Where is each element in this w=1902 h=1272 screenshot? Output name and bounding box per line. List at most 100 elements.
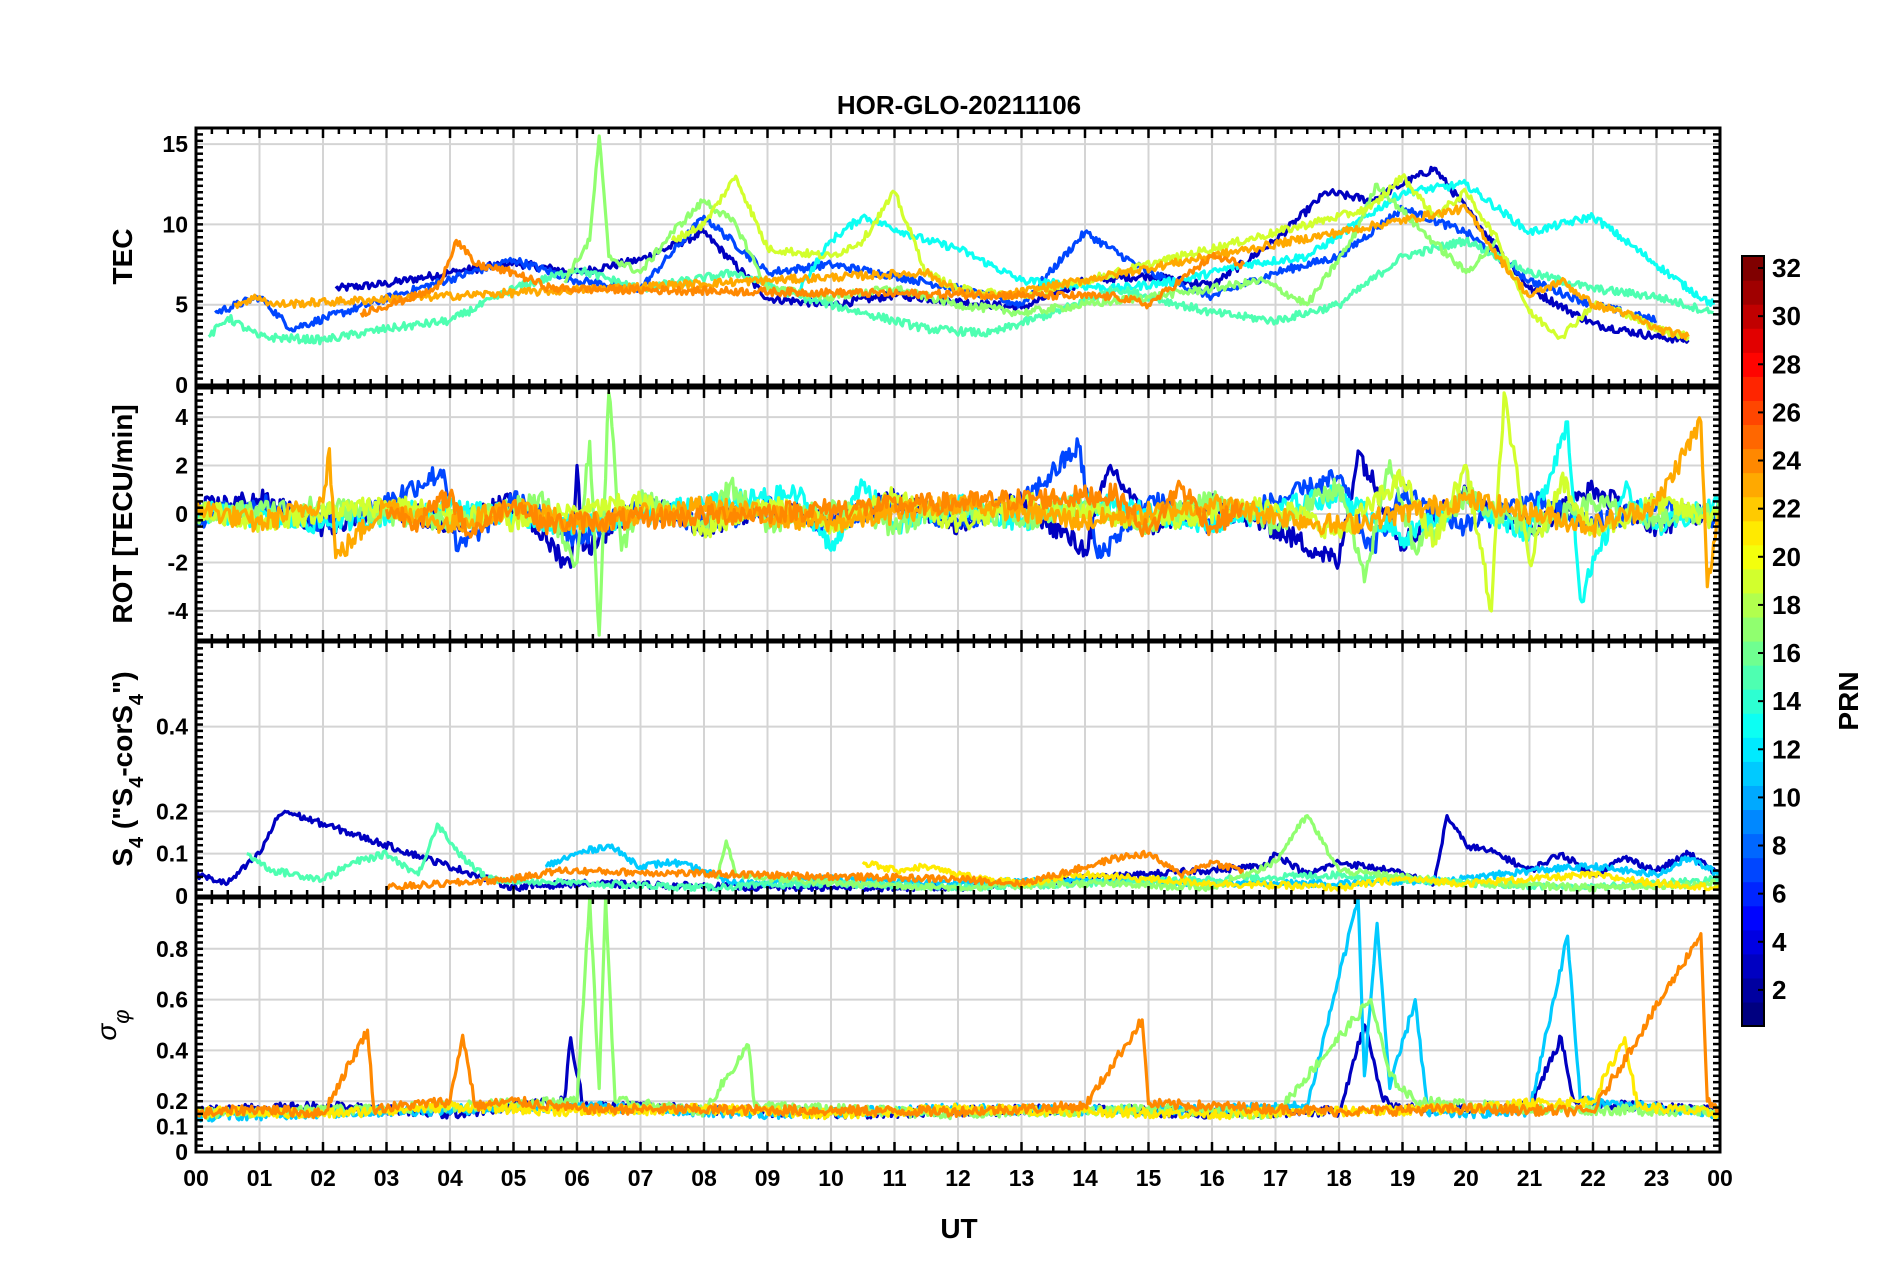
- colorbar-segment: [1742, 713, 1764, 738]
- colorbar-segment: [1742, 689, 1764, 714]
- x-tick-label: 01: [247, 1165, 273, 1191]
- series-line-prn-17: [563, 134, 1498, 318]
- colorbar-segment: [1742, 352, 1764, 377]
- x-tick-label: 10: [818, 1165, 844, 1191]
- colorbar-segment: [1742, 256, 1764, 281]
- x-tick-label: 07: [628, 1165, 654, 1191]
- x-tick-label: 22: [1580, 1165, 1606, 1191]
- y-tick-label: 2: [175, 453, 188, 479]
- colorbar-tick-label: 18: [1772, 590, 1801, 620]
- series-line-prn-24: [384, 479, 1244, 539]
- colorbar-segment: [1742, 280, 1764, 305]
- colorbar-segment: [1742, 496, 1764, 522]
- panel-tec-frame: [194, 126, 1722, 387]
- x-tick-label: 16: [1199, 1165, 1225, 1191]
- colorbar-segment: [1742, 568, 1764, 594]
- colorbar-tick-label: 14: [1772, 686, 1801, 716]
- x-axis-label: UT: [940, 1213, 977, 1244]
- colorbar-segment: [1742, 761, 1764, 786]
- colorbar-segment: [1742, 1001, 1764, 1027]
- x-tick-label: 03: [374, 1165, 400, 1191]
- y-tick-label: 0: [175, 1139, 188, 1165]
- series-line-prn-17: [715, 814, 1720, 893]
- colorbar-segment: [1742, 833, 1764, 859]
- x-tick-label: 19: [1390, 1165, 1416, 1191]
- colorbar-tick-label: 30: [1772, 301, 1801, 331]
- x-tick-label: 18: [1326, 1165, 1352, 1191]
- chart-title: HOR-GLO-20211106: [837, 90, 1081, 120]
- x-tick-label: 23: [1644, 1165, 1670, 1191]
- colorbar-segment: [1742, 424, 1764, 450]
- colorbar-segment: [1742, 472, 1764, 498]
- y-tick-label: 0.8: [156, 936, 188, 962]
- y-tick-label: 0.1: [156, 841, 188, 867]
- panel-s4-ylabel: S4 ("S4-corS4"): [107, 671, 148, 866]
- x-tick-label: 21: [1517, 1165, 1543, 1191]
- colorbar-segment: [1742, 544, 1764, 570]
- panel-tec-ylabel: TEC: [107, 229, 138, 285]
- colorbar-segment: [1742, 953, 1764, 979]
- series-line-prn-24: [385, 849, 1244, 891]
- colorbar-segment: [1742, 929, 1764, 955]
- colorbar-segment: [1742, 376, 1764, 401]
- series-line-prn-23: [233, 203, 1690, 341]
- series-line-prn-7: [214, 204, 1658, 333]
- y-tick-label: 5: [175, 292, 188, 318]
- colorbar-segment: [1742, 809, 1764, 835]
- y-tick-label: 0.4: [156, 714, 188, 740]
- colorbar-tick-label: 2: [1772, 975, 1786, 1005]
- series-line-prn-19: [196, 391, 1720, 613]
- colorbar-tick-label: 16: [1772, 638, 1801, 668]
- colorbar-segment: [1742, 328, 1764, 353]
- colorbar-segment: [1742, 881, 1764, 907]
- colorbar-segment: [1742, 592, 1764, 618]
- x-tick-label: 13: [1009, 1165, 1035, 1191]
- x-tick-label: 17: [1263, 1165, 1289, 1191]
- x-tick-label: 08: [691, 1165, 717, 1191]
- colorbar-segment: [1742, 737, 1764, 762]
- colorbar-segment: [1742, 400, 1764, 426]
- colorbar-tick-label: 8: [1772, 831, 1786, 861]
- colorbar-tick-label: 26: [1772, 397, 1801, 427]
- colorbar-tick-label: 28: [1772, 349, 1801, 379]
- series-line-prn-19: [670, 173, 1690, 342]
- x-tick-label: 04: [437, 1165, 463, 1191]
- colorbar-tick-label: 22: [1772, 494, 1801, 524]
- x-tick-label: 14: [1072, 1165, 1098, 1191]
- y-tick-label: 0.1: [156, 1114, 188, 1140]
- series-layer: [196, 134, 1720, 1123]
- panel-rot-ylabel: ROT [TECU/min]: [107, 404, 138, 623]
- y-tick-label: 0.2: [156, 798, 188, 824]
- y-tick-label: 10: [162, 211, 188, 237]
- colorbar-segment: [1742, 616, 1764, 642]
- colorbar-segment: [1742, 304, 1764, 329]
- x-tick-label: 12: [945, 1165, 971, 1191]
- panel-rot-frame: [194, 386, 1722, 642]
- x-tick-label: 02: [310, 1165, 336, 1191]
- series-line-prn-24: [196, 932, 1720, 1120]
- y-tick-label: 0: [175, 883, 188, 909]
- panel-sigma-ylabel: σφ: [91, 1009, 134, 1040]
- colorbar-segment: [1742, 448, 1764, 474]
- y-tick-label: -2: [168, 549, 188, 575]
- x-tick-label: 15: [1136, 1165, 1162, 1191]
- y-tick-label: -4: [168, 598, 189, 624]
- colorbar-segment: [1742, 520, 1764, 546]
- colorbar-segment: [1742, 641, 1764, 666]
- colorbar-label: PRN: [1833, 671, 1864, 730]
- x-tick-label: 00: [1707, 1165, 1733, 1191]
- colorbar-tick-label: 32: [1772, 253, 1801, 283]
- series-line-prn-13: [798, 178, 1716, 307]
- colorbar-tick-label: 20: [1772, 542, 1801, 572]
- panel-sigma-series: [196, 898, 1720, 1123]
- colorbar-segment: [1742, 905, 1764, 931]
- colorbar-frame: [1741, 255, 1765, 1027]
- y-tick-label: 0.6: [156, 987, 188, 1013]
- colorbar-segment: [1742, 785, 1764, 811]
- x-tick-label: 09: [755, 1165, 781, 1191]
- y-tick-label: 4: [175, 404, 188, 430]
- x-tick-label: 20: [1453, 1165, 1479, 1191]
